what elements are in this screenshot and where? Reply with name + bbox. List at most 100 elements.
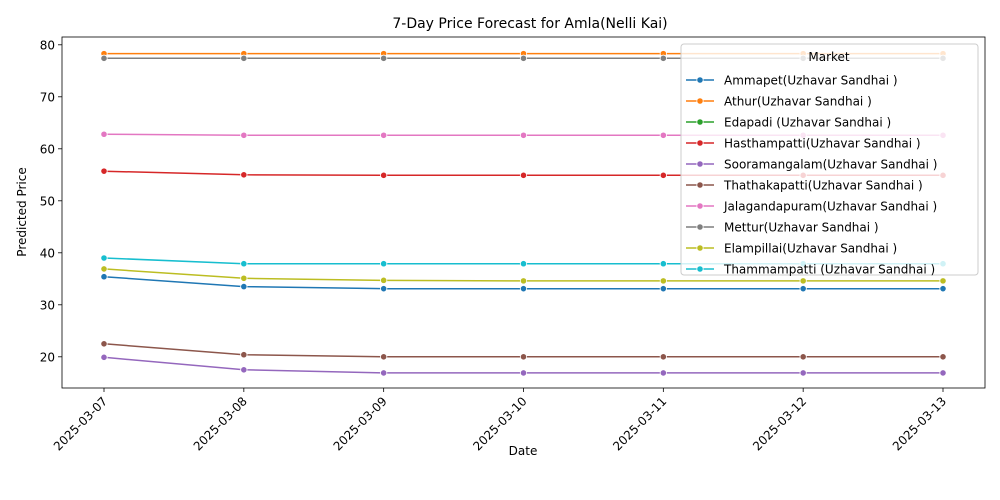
y-tick-label: 50 bbox=[40, 194, 55, 208]
legend-marker bbox=[696, 202, 704, 210]
legend-item: Thammampatti (Uzhavar Sandhai ) bbox=[686, 263, 935, 277]
y-tick-label: 80 bbox=[40, 38, 55, 52]
data-point bbox=[380, 285, 388, 293]
legend-marker bbox=[696, 97, 704, 105]
data-point bbox=[659, 277, 667, 285]
data-point bbox=[380, 260, 388, 268]
x-tick-label: 2025-03-11 bbox=[610, 394, 669, 453]
legend-item: Hasthampatti(Uzhavar Sandhai ) bbox=[686, 137, 921, 151]
data-point bbox=[240, 282, 248, 291]
series bbox=[100, 265, 947, 285]
x-axis: 2025-03-07 2025-03-08 2025-03-09 2025-03-10… bbox=[51, 388, 949, 453]
legend-label: Hasthampatti(Uzhavar Sandhai ) bbox=[724, 137, 921, 151]
data-point bbox=[519, 171, 528, 179]
legend: Market Ammapet(Uzhavar Sandhai ) Athur(Uz… bbox=[680, 43, 979, 277]
data-point bbox=[240, 274, 248, 282]
x-tick-label: 2025-03-12 bbox=[750, 394, 809, 453]
data-point bbox=[519, 285, 528, 293]
legend-item: Edapadi (Uzhavar Sandhai ) bbox=[686, 116, 891, 130]
legend-item: Athur(Uzhavar Sandhai ) bbox=[686, 95, 872, 109]
data-point bbox=[100, 54, 108, 62]
data-point bbox=[519, 131, 528, 139]
data-point bbox=[100, 167, 108, 175]
legend-box bbox=[680, 43, 979, 276]
data-point bbox=[519, 260, 528, 268]
y-tick-label: 40 bbox=[40, 246, 55, 260]
data-point bbox=[100, 353, 108, 361]
x-axis-label: Date bbox=[509, 444, 538, 458]
legend-item: Elampillai(Uzhavar Sandhai ) bbox=[686, 242, 897, 256]
y-tick-label: 60 bbox=[40, 142, 55, 156]
data-point bbox=[100, 130, 108, 138]
legend-item: Sooramangalam(Uzhavar Sandhai ) bbox=[686, 158, 938, 172]
legend-marker bbox=[696, 223, 704, 231]
legend-marker bbox=[696, 118, 704, 126]
data-point bbox=[659, 285, 667, 293]
data-point bbox=[240, 54, 248, 62]
legend-label: Ammapet(Uzhavar Sandhai ) bbox=[724, 74, 898, 88]
y-axis: 20 30 40 50 60 70 80 bbox=[40, 38, 62, 364]
legend-marker bbox=[696, 244, 704, 252]
data-point bbox=[519, 369, 528, 377]
data-point bbox=[240, 131, 248, 139]
series bbox=[100, 273, 947, 293]
legend-marker bbox=[696, 160, 704, 168]
data-point bbox=[659, 131, 667, 139]
data-point bbox=[100, 265, 108, 273]
legend-item: Mettur(Uzhavar Sandhai ) bbox=[686, 221, 879, 235]
data-point bbox=[659, 54, 667, 62]
legend-marker bbox=[696, 181, 704, 189]
x-tick-label: 2025-03-07 bbox=[51, 394, 110, 453]
data-point bbox=[799, 369, 807, 377]
legend-label: Thammampatti (Uzhavar Sandhai ) bbox=[723, 263, 935, 277]
data-point bbox=[799, 353, 807, 361]
data-point bbox=[519, 277, 528, 285]
data-point bbox=[380, 54, 388, 62]
data-point bbox=[240, 260, 248, 268]
data-point bbox=[939, 369, 947, 377]
chart-title: 7-Day Price Forecast for Amla(Nelli Kai) bbox=[392, 16, 667, 32]
data-point bbox=[100, 340, 108, 348]
y-tick-label: 30 bbox=[40, 298, 55, 312]
data-point bbox=[380, 131, 388, 139]
legend-label: Mettur(Uzhavar Sandhai ) bbox=[724, 221, 879, 235]
data-point bbox=[659, 171, 667, 179]
data-point bbox=[100, 273, 108, 281]
data-point bbox=[380, 276, 388, 284]
legend-label: Edapadi (Uzhavar Sandhai ) bbox=[724, 116, 891, 130]
data-point bbox=[939, 277, 947, 285]
y-tick-label: 70 bbox=[40, 90, 55, 104]
legend-marker bbox=[696, 76, 704, 84]
legend-items: Ammapet(Uzhavar Sandhai ) Athur(Uzhavar S… bbox=[686, 74, 938, 277]
data-point bbox=[939, 285, 947, 293]
data-point bbox=[100, 254, 108, 262]
legend-marker bbox=[696, 139, 704, 147]
data-point bbox=[380, 171, 388, 179]
data-point bbox=[939, 353, 947, 361]
legend-item: Jalagandapuram(Uzhavar Sandhai ) bbox=[686, 200, 937, 214]
series bbox=[100, 340, 947, 361]
legend-item: Ammapet(Uzhavar Sandhai ) bbox=[686, 74, 898, 88]
series bbox=[100, 353, 947, 377]
x-tick-label: 2025-03-13 bbox=[890, 394, 949, 453]
data-point bbox=[659, 353, 667, 361]
data-point bbox=[659, 369, 667, 377]
x-tick-label: 2025-03-08 bbox=[191, 394, 250, 453]
data-point bbox=[380, 369, 388, 377]
legend-label: Athur(Uzhavar Sandhai ) bbox=[724, 95, 872, 109]
legend-marker bbox=[696, 265, 704, 273]
data-point bbox=[240, 366, 248, 374]
legend-label: Elampillai(Uzhavar Sandhai ) bbox=[724, 242, 897, 256]
y-axis-label: Predicted Price bbox=[15, 167, 29, 256]
legend-title: Market bbox=[808, 50, 850, 64]
data-point bbox=[380, 353, 388, 361]
data-point bbox=[519, 353, 528, 361]
data-point bbox=[240, 171, 248, 179]
data-point bbox=[240, 351, 248, 359]
data-point bbox=[799, 285, 807, 293]
legend-label: Sooramangalam(Uzhavar Sandhai ) bbox=[724, 158, 938, 172]
legend-label: Jalagandapuram(Uzhavar Sandhai ) bbox=[723, 200, 937, 214]
data-point bbox=[799, 277, 807, 285]
x-tick-label: 2025-03-09 bbox=[331, 394, 390, 453]
